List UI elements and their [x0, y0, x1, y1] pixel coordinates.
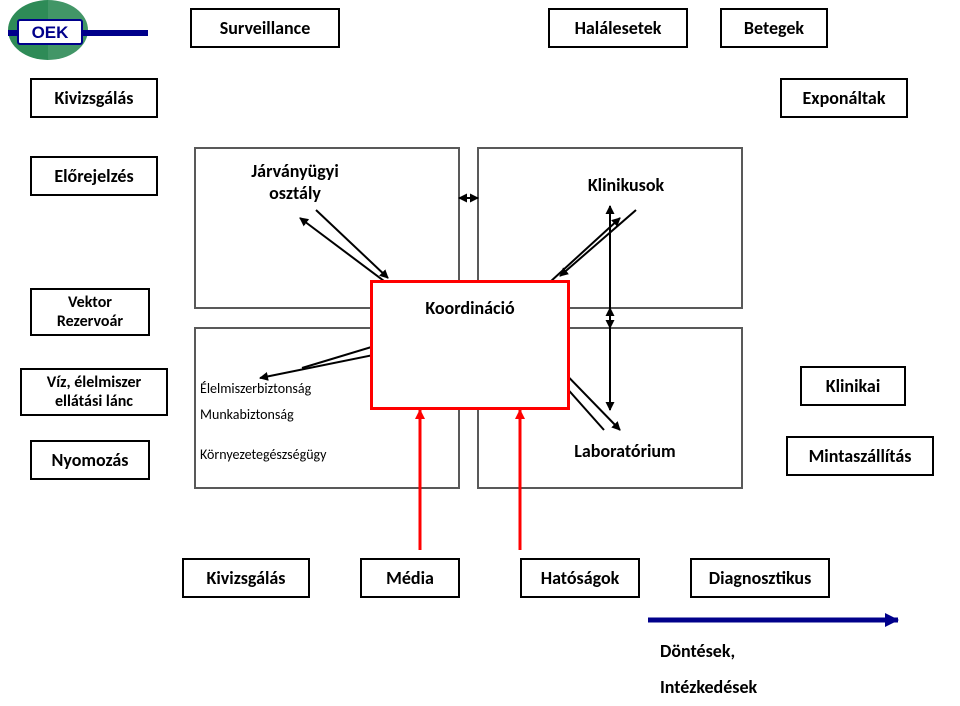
kivizsgalas-label: Kivizsgálás: [55, 87, 134, 109]
exponaltak-label: Exponáltak: [803, 87, 886, 109]
klinikai-box: Klinikai: [800, 366, 906, 406]
koordinacio-box: Koordináció: [370, 280, 570, 410]
lab-label: Laboratórium: [574, 440, 675, 462]
diagnosztikus-label: Diagnosztikus: [709, 567, 812, 589]
jarvanyugyi-line-0: Járványügyi: [251, 160, 339, 182]
vektor-box: VektorRezervoár: [30, 288, 150, 336]
media-box: Média: [360, 558, 460, 598]
elelm-text: Élelmiszerbiztonság: [200, 378, 370, 398]
kornyezet-label: Környezetegészségügy: [200, 446, 326, 463]
intezkedesek-text: Intézkedések: [660, 674, 840, 700]
mintaszall-label: Mintaszállítás: [809, 445, 912, 467]
viz-label-0: Víz, élelmiszer: [47, 373, 141, 392]
surveillance-label: Surveillance: [220, 17, 311, 39]
kornyezet-text: Környezetegészségügy: [200, 444, 390, 464]
klinikusok-label: Klinikusok: [588, 174, 664, 196]
nyomozas-box: Nyomozás: [30, 440, 150, 480]
hatosagok-box: Hatóságok: [520, 558, 640, 598]
svg-text:OEK: OEK: [32, 23, 70, 42]
betegek-label: Betegek: [744, 17, 804, 39]
klinikai-label: Klinikai: [826, 375, 881, 397]
elorejelzes-label: Előrejelzés: [54, 165, 133, 187]
klinikusok-text: Klinikusok: [556, 170, 696, 200]
media-label: Média: [386, 567, 434, 589]
diagnosztikus-box: Diagnosztikus: [690, 558, 830, 598]
elorejelzes-box: Előrejelzés: [30, 156, 158, 196]
vektor-label-0: Vektor: [68, 293, 112, 312]
kivizsgalas-box: Kivizsgálás: [30, 78, 158, 118]
kivizsgalas2-box: Kivizsgálás: [182, 558, 310, 598]
elelm-label: Élelmiszerbiztonság: [200, 380, 311, 397]
hatosagok-label: Hatóságok: [541, 567, 620, 589]
viz-label-1: ellátási lánc: [55, 392, 133, 411]
surveillance-box: Surveillance: [190, 8, 340, 48]
munka-label: Munkabiztonság: [200, 406, 294, 423]
logo-oek: OEK: [8, 0, 148, 60]
intezkedesek-label: Intézkedések: [660, 676, 757, 698]
exponaltak-box: Exponáltak: [780, 78, 908, 118]
lab-text: Laboratórium: [540, 436, 710, 466]
nyomozas-label: Nyomozás: [52, 449, 129, 471]
munka-text: Munkabiztonság: [200, 404, 370, 424]
dontesek-label: Döntések,: [660, 640, 735, 662]
vektor-label-1: Rezervoár: [57, 312, 123, 331]
halalesetek-label: Halálesetek: [575, 17, 662, 39]
dontesek-text: Döntések,: [660, 638, 820, 664]
viz-box: Víz, élelmiszerellátási lánc: [20, 368, 168, 416]
jarvanyugyi-text: Járványügyiosztály: [215, 158, 375, 206]
kivizsgalas2-label: Kivizsgálás: [207, 567, 286, 589]
koordinacio-label: Koordináció: [425, 297, 514, 319]
betegek-box: Betegek: [720, 8, 828, 48]
halalesetek-box: Halálesetek: [548, 8, 688, 48]
mintaszall-box: Mintaszállítás: [786, 436, 934, 476]
jarvanyugyi-line-1: osztály: [269, 182, 321, 204]
